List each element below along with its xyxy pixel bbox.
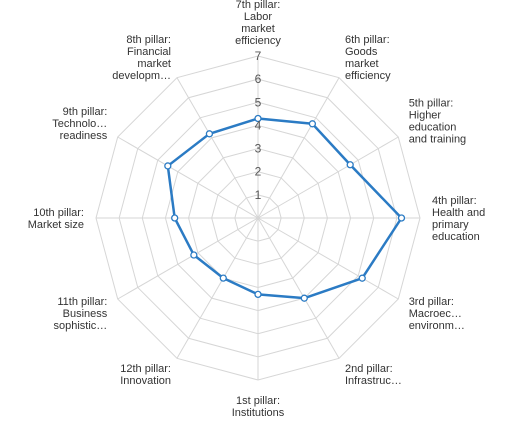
- category-label: 7th pillar: Labor market efficiency: [235, 0, 281, 47]
- axis-spoke: [117, 136, 259, 219]
- category-label: 1st pillar: Institutions: [232, 395, 285, 419]
- axis-spoke: [117, 217, 259, 300]
- data-point: [358, 274, 366, 282]
- category-label: 8th pillar: Financial market developm…: [112, 34, 171, 82]
- radar-series: [164, 114, 406, 302]
- axis-spoke: [257, 77, 340, 219]
- radial-tick-labels: 1 2 3 4 5 6 7: [255, 49, 262, 202]
- data-point: [190, 251, 198, 259]
- axis-spoke: [257, 217, 340, 359]
- tick-label: 7: [255, 49, 262, 63]
- data-point: [205, 130, 214, 138]
- data-point: [254, 290, 262, 299]
- data-point: [308, 120, 317, 128]
- data-point: [164, 162, 172, 170]
- axis-spoke: [176, 77, 259, 219]
- data-point: [300, 294, 308, 302]
- category-label: 12th pillar: Innovation: [120, 363, 171, 387]
- tick-label: 6: [255, 72, 262, 86]
- axis-spoke: [176, 217, 259, 359]
- category-label: 6th pillar: Goods market efficiency: [345, 34, 391, 82]
- data-point: [346, 161, 354, 169]
- category-label: 2nd pillar: Infrastruc…: [345, 363, 402, 387]
- radar-grid: [95, 55, 421, 381]
- data-point: [171, 214, 179, 222]
- series-line: [166, 117, 403, 300]
- category-label: 11th pillar: Business sophistic…: [54, 296, 108, 332]
- axis-spoke: [257, 217, 399, 300]
- axis-spoke: [257, 136, 399, 219]
- category-labels: 7th pillar: Labor market efficiency 6th pill…: [28, 0, 485, 419]
- tick-label: 2: [255, 165, 262, 179]
- tick-label: 1: [255, 188, 262, 202]
- data-point: [254, 114, 262, 123]
- category-label: 10th pillar: Market size: [28, 207, 84, 231]
- category-label: 5th pillar: Higher education and training: [409, 97, 467, 145]
- category-label: 4th pillar: Health and primary education: [432, 195, 485, 243]
- category-label: 9th pillar: Technolo… readiness: [52, 106, 108, 142]
- data-point: [397, 214, 406, 222]
- data-point: [219, 274, 227, 282]
- tick-label: 5: [255, 95, 262, 109]
- category-label: 3rd pillar: Macroec… environm…: [409, 296, 465, 332]
- tick-label: 3: [255, 142, 262, 156]
- tick-label: 4: [255, 118, 262, 132]
